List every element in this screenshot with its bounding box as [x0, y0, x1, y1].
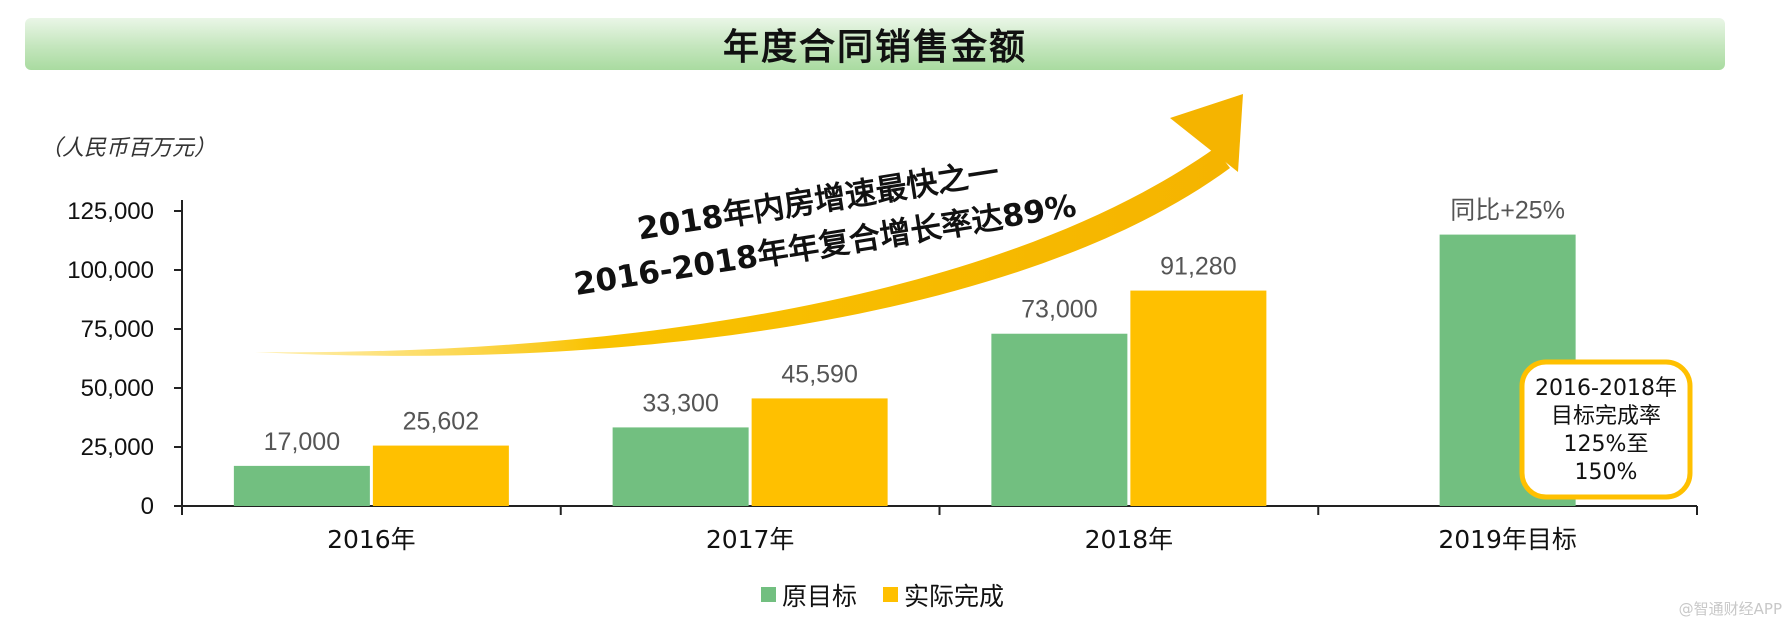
- data-label: 73,000: [1021, 296, 1097, 324]
- callout-line4: 150%: [1575, 460, 1638, 485]
- arrow-body: [255, 148, 1230, 356]
- x-tick-label: 2019年目标: [1438, 525, 1577, 554]
- growth-arrow: [255, 94, 1243, 356]
- y-tick-label: 75,000: [81, 316, 154, 343]
- legend-swatch-actual: [883, 587, 898, 602]
- bar-actual: [372, 445, 509, 506]
- bar-target: [233, 465, 370, 506]
- bar-target: [991, 333, 1128, 506]
- target-completion-callout: 2016-2018年 目标完成率 125%至 150%: [1519, 359, 1693, 500]
- unit-label: （人民币百万元）: [40, 136, 216, 161]
- bar-actual: [1130, 290, 1267, 506]
- callout-line2: 目标完成率: [1551, 404, 1661, 429]
- bar-actual: [751, 398, 888, 506]
- legend-label-target: 原目标: [782, 582, 857, 611]
- y-tick-label: 0: [141, 493, 154, 520]
- data-label: 45,590: [781, 360, 857, 388]
- legend: 原目标 实际完成: [761, 582, 1004, 611]
- y-tick-label: 25,000: [81, 434, 154, 461]
- bar-target: [612, 427, 749, 506]
- legend-swatch-target: [761, 587, 776, 602]
- y-tick-label: 100,000: [67, 257, 154, 284]
- chart-title: 年度合同销售金额: [722, 27, 1027, 68]
- arrow-head: [1170, 94, 1243, 172]
- legend-label-actual: 实际完成: [904, 582, 1004, 611]
- data-label: 同比+25%: [1450, 197, 1565, 225]
- data-label: 17,000: [264, 428, 340, 456]
- x-tick-label: 2018年: [1085, 525, 1174, 554]
- data-label: 25,602: [403, 408, 479, 436]
- y-tick-label: 125,000: [67, 198, 154, 225]
- watermark: @智通财经APP: [1678, 600, 1782, 618]
- callout-box: [1519, 359, 1693, 500]
- x-tick-label: 2016年: [327, 525, 416, 554]
- title-banner: 年度合同销售金额: [25, 18, 1725, 70]
- callout-line3: 125%至: [1564, 432, 1649, 457]
- arrow-annotation: 2018年内房增速最快之一 2016-2018年年复合增长率达89%: [572, 155, 1079, 303]
- x-tick-label: 2017年: [706, 525, 795, 554]
- data-label: 91,280: [1160, 253, 1236, 281]
- y-tick-label: 50,000: [81, 375, 154, 402]
- data-label: 33,300: [642, 389, 718, 417]
- callout-line1: 2016-2018年: [1535, 376, 1677, 401]
